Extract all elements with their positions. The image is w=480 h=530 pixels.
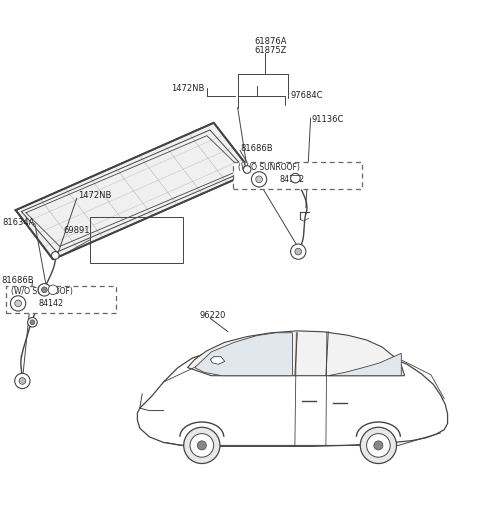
Circle shape [290, 244, 306, 259]
Circle shape [41, 287, 47, 293]
Circle shape [197, 441, 206, 450]
Circle shape [28, 317, 37, 327]
Circle shape [243, 166, 251, 173]
Polygon shape [210, 357, 225, 364]
Text: 61875Z: 61875Z [254, 46, 287, 55]
Bar [6, 287, 116, 313]
Text: 81634A: 81634A [3, 217, 35, 226]
Circle shape [290, 173, 300, 183]
Circle shape [15, 373, 30, 388]
Text: 84142: 84142 [280, 175, 305, 184]
Text: 1472NB: 1472NB [78, 191, 111, 200]
Text: 81686B: 81686B [2, 276, 35, 285]
Text: 97684C: 97684C [290, 91, 323, 100]
Text: (W/O SUNROOF): (W/O SUNROOF) [238, 163, 300, 172]
Circle shape [190, 434, 214, 457]
Circle shape [11, 296, 26, 311]
Bar [90, 217, 183, 262]
Polygon shape [188, 331, 405, 376]
Circle shape [48, 285, 58, 295]
Text: 61876A: 61876A [254, 37, 287, 46]
Circle shape [30, 320, 35, 325]
Circle shape [295, 248, 301, 255]
Circle shape [252, 172, 267, 187]
Circle shape [38, 284, 50, 296]
Circle shape [19, 377, 26, 384]
Circle shape [360, 427, 396, 464]
Circle shape [256, 176, 263, 183]
Text: 1472NB: 1472NB [171, 84, 204, 93]
Polygon shape [328, 354, 401, 376]
Text: 91136C: 91136C [312, 115, 344, 124]
Text: 96220: 96220 [199, 311, 226, 320]
Text: 81686B: 81686B [240, 144, 273, 153]
Circle shape [374, 441, 383, 450]
Bar [233, 162, 362, 189]
Polygon shape [137, 344, 447, 446]
Text: 69891: 69891 [63, 226, 90, 235]
Polygon shape [195, 333, 292, 376]
Circle shape [184, 427, 220, 464]
Circle shape [15, 300, 22, 307]
Text: (W/O SUNROOF): (W/O SUNROOF) [11, 287, 73, 296]
Polygon shape [16, 123, 252, 259]
Text: 84142: 84142 [38, 299, 64, 308]
Circle shape [367, 434, 390, 457]
Circle shape [51, 252, 59, 259]
